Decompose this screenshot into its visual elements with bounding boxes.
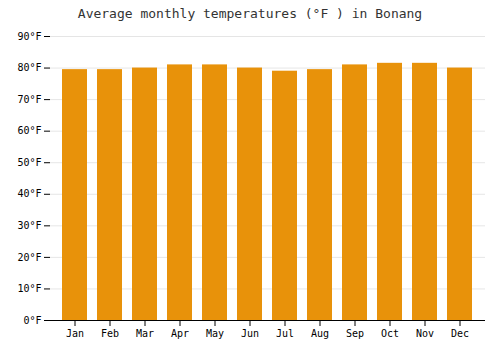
svg-text:70°F: 70°F <box>17 94 41 105</box>
svg-text:60°F: 60°F <box>17 125 41 136</box>
svg-text:0°F: 0°F <box>23 315 41 326</box>
svg-text:May: May <box>206 328 224 339</box>
svg-text:40°F: 40°F <box>17 188 41 199</box>
svg-text:Apr: Apr <box>171 328 189 339</box>
svg-text:Jul: Jul <box>276 328 294 339</box>
svg-text:Mar: Mar <box>136 328 154 339</box>
svg-text:Dec: Dec <box>451 328 469 339</box>
svg-text:90°F: 90°F <box>17 31 41 42</box>
html-text:Average monthly temperatures (: Average monthly temperatures (°F ) in Bo… <box>77 6 423 21</box>
svg-text:Oct: Oct <box>381 328 399 339</box>
svg-text:Jan: Jan <box>66 328 84 339</box>
svg-text:Sep: Sep <box>346 328 364 339</box>
svg-text:80°F: 80°F <box>17 62 41 73</box>
svg-text:30°F: 30°F <box>17 220 41 231</box>
svg-text:Jun: Jun <box>241 328 259 339</box>
svg-text:Aug: Aug <box>311 328 329 339</box>
svg-text:Feb: Feb <box>101 328 119 339</box>
svg-text:20°F: 20°F <box>17 252 41 263</box>
svg-text:10°F: 10°F <box>17 283 41 294</box>
svg-text:50°F: 50°F <box>17 157 41 168</box>
svg-text:Nov: Nov <box>416 328 434 339</box>
